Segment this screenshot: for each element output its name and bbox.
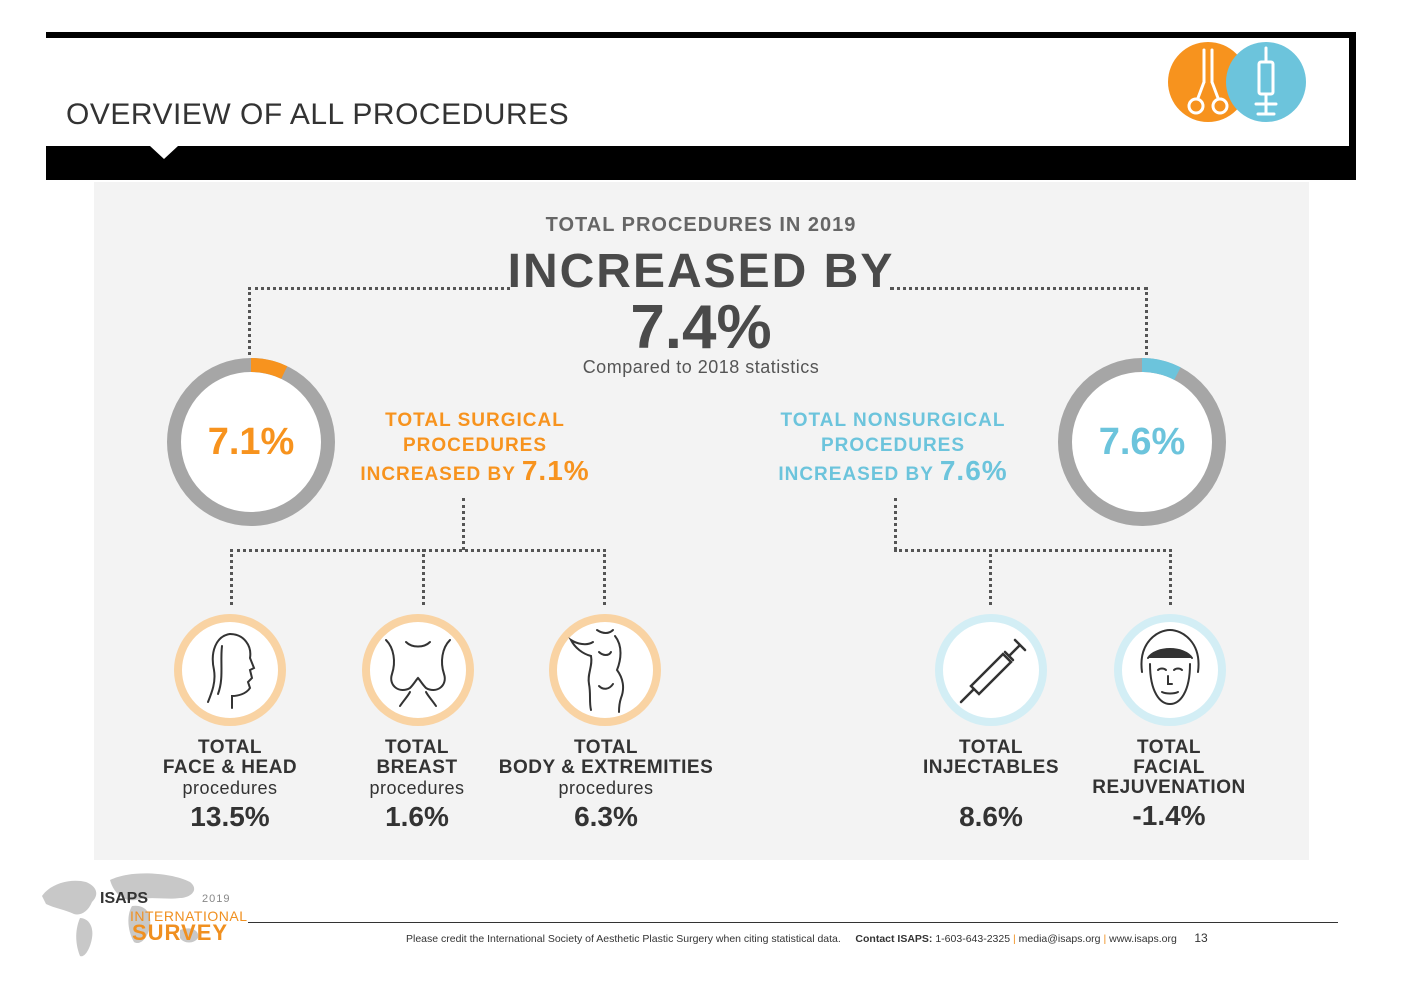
breast-line1: TOTAL bbox=[384, 737, 450, 758]
body-line1: TOTAL bbox=[573, 737, 639, 758]
breast-line2: BREAST bbox=[376, 757, 458, 778]
surgical-ring-arc bbox=[167, 358, 335, 526]
connector-breast bbox=[422, 549, 425, 605]
connector-nonsurgical-branch bbox=[894, 549, 1172, 552]
summary-note: Compared to 2018 statistics bbox=[582, 357, 820, 377]
facial-label: TOTAL FACIAL REJUVENATION -1.4% bbox=[1039, 738, 1299, 832]
footer-divider bbox=[248, 922, 1338, 923]
connector-right-down bbox=[1145, 287, 1148, 355]
face-head-label: TOTAL FACE & HEAD procedures 13.5% bbox=[100, 738, 360, 833]
connector-nonsurgical-down bbox=[894, 498, 897, 550]
surgical-title-line2: PROCEDURES bbox=[402, 435, 548, 456]
breast-icon bbox=[360, 612, 476, 728]
breast-line3: procedures bbox=[369, 778, 465, 798]
connector-facial bbox=[1169, 549, 1172, 605]
body-label: TOTAL BODY & EXTREMITIES procedures 6.3% bbox=[476, 738, 736, 833]
facial-value: -1.4% bbox=[1132, 800, 1206, 831]
connector-left-down bbox=[248, 287, 251, 355]
logo-year: 2019 bbox=[202, 893, 231, 905]
facial-line3: REJUVENATION bbox=[1092, 777, 1246, 798]
content-panel bbox=[94, 182, 1309, 860]
nonsurgical-title-line3: INCREASED BY bbox=[778, 464, 934, 485]
nonsurgical-ring-arc bbox=[1058, 358, 1226, 526]
face-line3: procedures bbox=[182, 778, 278, 798]
logo-org: ISAPS bbox=[100, 890, 149, 907]
injectables-label: TOTAL INJECTABLES 8.6% bbox=[861, 738, 1121, 833]
nonsurgical-title-pct: 7.6% bbox=[939, 455, 1008, 486]
connector-surgical-branch bbox=[230, 549, 606, 552]
nonsurgical-title-line2: PROCEDURES bbox=[820, 435, 966, 456]
injectables-line1: TOTAL bbox=[958, 737, 1024, 758]
header-bottom-bar bbox=[46, 146, 1356, 180]
connector-surgical-down bbox=[462, 498, 465, 550]
surgical-ring: 7.1% bbox=[166, 357, 336, 527]
injection-icon bbox=[933, 612, 1049, 728]
face-line1: TOTAL bbox=[197, 737, 263, 758]
footer-phone: 1-603-643-2325 bbox=[935, 933, 1011, 945]
body-icon bbox=[547, 612, 663, 728]
header-top-border bbox=[46, 32, 1356, 38]
injectables-line2: INJECTABLES bbox=[922, 757, 1060, 778]
connector-top-right bbox=[890, 287, 1148, 290]
body-line2: BODY & EXTREMITIES bbox=[498, 757, 714, 778]
breast-value: 1.6% bbox=[385, 801, 449, 832]
facial-mask-icon bbox=[1112, 612, 1228, 728]
page-number: 13 bbox=[1194, 931, 1208, 945]
surgical-title: TOTAL SURGICAL PROCEDURES INCREASED BY 7… bbox=[340, 408, 610, 487]
header-right-border bbox=[1349, 32, 1356, 180]
summary-subtitle: TOTAL PROCEDURES IN 2019 bbox=[545, 214, 857, 236]
footer-contact-label: Contact ISAPS: bbox=[855, 933, 933, 945]
face-value: 13.5% bbox=[190, 801, 270, 832]
summary-headline: INCREASED BY bbox=[507, 245, 895, 298]
syringe-icon bbox=[1226, 42, 1306, 122]
footer-website[interactable]: www.isaps.org bbox=[1109, 933, 1177, 945]
connector-body bbox=[603, 549, 606, 605]
page-title: OVERVIEW OF ALL PROCEDURES bbox=[66, 98, 570, 131]
face-profile-icon bbox=[172, 612, 288, 728]
footer-credit: Please credit the International Society … bbox=[406, 933, 841, 945]
nonsurgical-ring-label: 7.6% bbox=[1098, 421, 1186, 463]
nonsurgical-title-line1: TOTAL NONSURGICAL bbox=[780, 410, 1006, 431]
surgical-ring-label: 7.1% bbox=[207, 421, 295, 463]
footer: Please credit the International Society … bbox=[406, 931, 1208, 945]
breast-label: TOTAL BREAST procedures 1.6% bbox=[287, 738, 547, 833]
body-line3: procedures bbox=[558, 778, 654, 798]
summary-percent: 7.4% bbox=[630, 293, 772, 362]
facial-line2: FACIAL bbox=[1133, 757, 1205, 778]
connector-top-left bbox=[248, 287, 510, 290]
nonsurgical-title: TOTAL NONSURGICAL PROCEDURES INCREASED B… bbox=[752, 408, 1034, 487]
footer-email[interactable]: media@isaps.org bbox=[1018, 933, 1101, 945]
isaps-survey-logo: ISAPS 2019 INTERNATIONAL SURVEY bbox=[40, 860, 250, 970]
surgical-title-pct: 7.1% bbox=[521, 455, 590, 486]
world-map-icon bbox=[42, 873, 199, 957]
body-value: 6.3% bbox=[574, 801, 638, 832]
connector-face bbox=[230, 549, 233, 605]
header-notch bbox=[150, 146, 178, 159]
logo-line1: INTERNATIONAL bbox=[130, 908, 248, 924]
facial-line1: TOTAL bbox=[1136, 737, 1202, 758]
surgical-title-line3: INCREASED BY bbox=[360, 464, 516, 485]
nonsurgical-ring: 7.6% bbox=[1057, 357, 1227, 527]
face-line2: FACE & HEAD bbox=[162, 757, 298, 778]
connector-injectables bbox=[989, 549, 992, 605]
surgical-title-line1: TOTAL SURGICAL bbox=[385, 410, 565, 431]
injectables-value: 8.6% bbox=[959, 801, 1023, 832]
logo-line2: SURVEY bbox=[132, 920, 229, 945]
